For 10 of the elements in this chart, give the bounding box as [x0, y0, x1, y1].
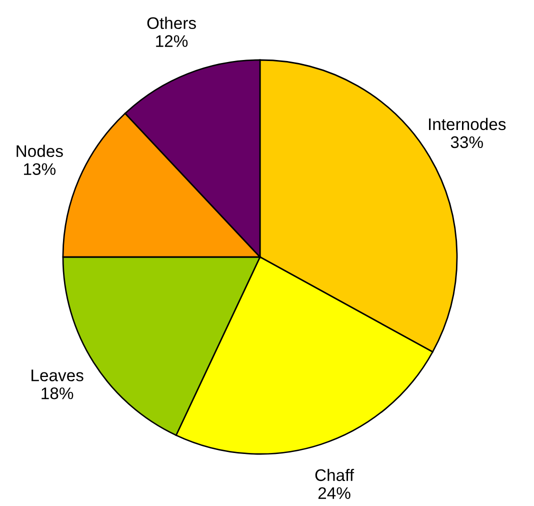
data-label: 24% [318, 487, 350, 499]
slice-label: Internodes [429, 118, 506, 130]
slice-label: Chaff [315, 468, 354, 482]
slice-label: Nodes [16, 144, 63, 158]
slice-label: Others [147, 16, 196, 30]
data-label: 33% [450, 136, 483, 148]
data-label: 18% [42, 387, 74, 400]
data-label: 12% [156, 35, 188, 47]
data-label: 13% [24, 163, 56, 175]
slice-label: Leaves [32, 370, 84, 382]
